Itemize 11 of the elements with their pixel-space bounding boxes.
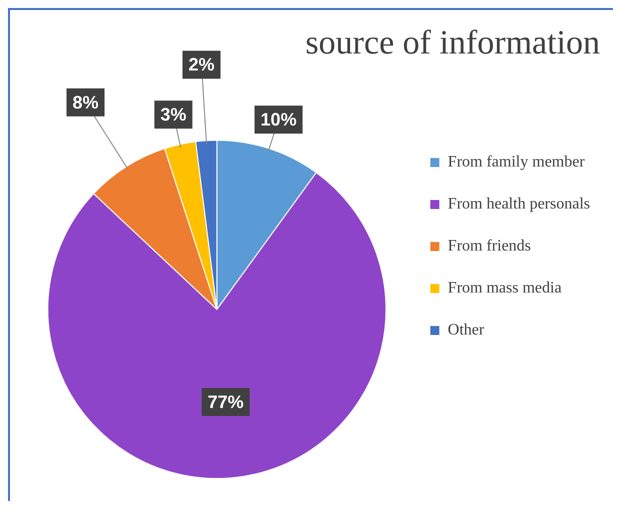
data-label: 10% bbox=[260, 110, 297, 130]
chart-title: source of information bbox=[305, 24, 600, 62]
data-label: 77% bbox=[208, 392, 244, 412]
data-label: 2% bbox=[188, 54, 215, 75]
legend-label: From health personals bbox=[448, 196, 590, 213]
legend-label: From friends bbox=[448, 238, 531, 255]
legend-label: Other bbox=[448, 322, 485, 339]
data-label: 3% bbox=[160, 104, 186, 125]
legend-label: From mass media bbox=[448, 280, 562, 297]
data-label: 8% bbox=[72, 92, 99, 112]
legend-label: From family member bbox=[448, 154, 586, 171]
